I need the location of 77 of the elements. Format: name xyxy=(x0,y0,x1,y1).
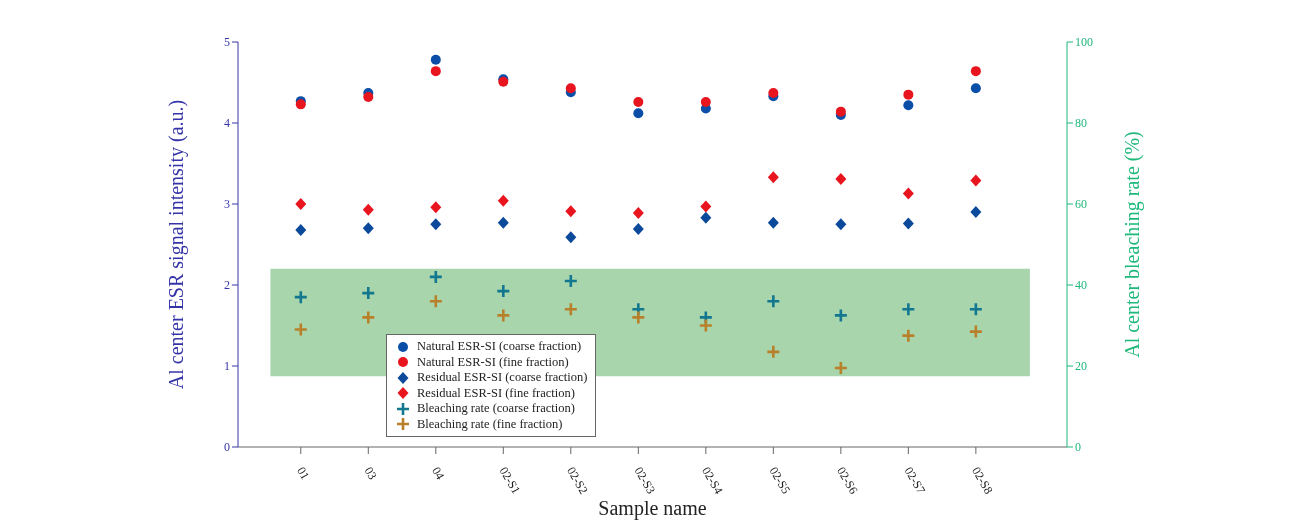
y-tick-label: 3 xyxy=(224,197,230,211)
point xyxy=(968,324,984,339)
point xyxy=(563,273,579,289)
y-tick-label: 5 xyxy=(224,35,230,49)
point xyxy=(295,223,307,236)
legend-label: Bleaching rate (fine fraction) xyxy=(417,416,563,432)
point xyxy=(766,344,781,360)
x-tick-label: 01 xyxy=(294,464,313,482)
y2-tick-label: 60 xyxy=(1075,197,1087,211)
y2-axis-title: Al center bleaching rate (%) xyxy=(1121,131,1145,358)
point xyxy=(970,174,982,187)
point xyxy=(698,318,714,333)
point xyxy=(968,302,984,317)
point xyxy=(901,328,916,343)
y2-tick-label: 80 xyxy=(1075,116,1087,130)
y2-tick-label: 100 xyxy=(1075,35,1093,49)
point xyxy=(496,308,511,323)
y-tick-label: 1 xyxy=(224,359,230,373)
point xyxy=(700,211,712,224)
point xyxy=(833,360,849,376)
point xyxy=(565,83,576,94)
y2-tick-label: 40 xyxy=(1075,278,1087,292)
point xyxy=(563,302,579,317)
point xyxy=(633,108,644,119)
point xyxy=(767,171,779,184)
point xyxy=(295,198,307,210)
point xyxy=(833,308,849,323)
point xyxy=(970,66,981,77)
y-tick-label: 4 xyxy=(224,116,230,130)
point xyxy=(632,206,644,219)
y2-tick-label: 0 xyxy=(1075,440,1081,454)
y-axis-title: Al center ESR signal intensity (a.u.) xyxy=(165,99,189,390)
point xyxy=(363,92,374,103)
legend-label: Bleaching rate (coarse fraction) xyxy=(417,401,575,417)
point xyxy=(835,172,847,185)
point xyxy=(497,216,509,229)
point xyxy=(430,218,442,231)
x-tick-label: 03 xyxy=(361,464,380,482)
point xyxy=(430,54,441,65)
point xyxy=(901,302,916,317)
point xyxy=(362,203,374,216)
y2-tick-label: 20 xyxy=(1075,359,1087,373)
point xyxy=(902,217,914,230)
point xyxy=(293,289,309,305)
legend-label: Residual ESR-SI (fine fraction) xyxy=(417,385,575,401)
point xyxy=(970,206,982,219)
point xyxy=(293,322,309,337)
y-tick-label: 0 xyxy=(224,440,230,454)
point xyxy=(428,293,444,309)
legend-label: Residual ESR-SI (coarse fraction) xyxy=(417,370,588,386)
point xyxy=(565,231,577,244)
point xyxy=(430,201,442,214)
point xyxy=(360,285,376,301)
point xyxy=(428,269,444,285)
x-tick-label: 04 xyxy=(429,464,448,482)
point xyxy=(700,200,712,213)
legend-label: Natural ESR-SI (coarse fraction) xyxy=(417,339,582,355)
point xyxy=(835,218,847,231)
point xyxy=(360,310,376,325)
point xyxy=(632,223,644,236)
point xyxy=(631,310,646,325)
point xyxy=(700,96,711,107)
point xyxy=(903,89,914,100)
point xyxy=(362,222,374,235)
point xyxy=(430,66,441,77)
point xyxy=(767,216,779,229)
x-axis-title: Sample name xyxy=(598,497,707,520)
point xyxy=(565,205,577,218)
point xyxy=(496,283,511,299)
y-tick-label: 2 xyxy=(224,278,230,292)
point xyxy=(903,100,914,111)
point xyxy=(633,96,644,107)
point xyxy=(970,83,981,94)
point xyxy=(766,293,781,309)
point xyxy=(497,194,509,207)
point xyxy=(902,187,914,200)
legend-label: Natural ESR-SI (fine fraction) xyxy=(417,354,569,370)
